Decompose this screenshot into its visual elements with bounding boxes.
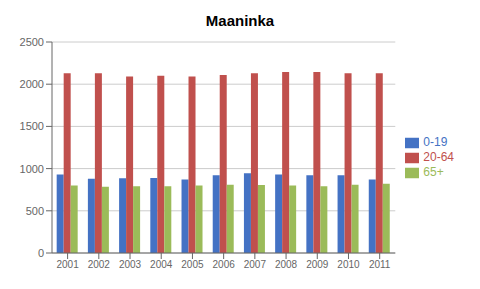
svg-text:2001: 2001 [56, 259, 79, 270]
svg-text:2008: 2008 [275, 259, 298, 270]
svg-text:2004: 2004 [150, 259, 173, 270]
svg-text:2002: 2002 [88, 259, 111, 270]
svg-text:2009: 2009 [306, 259, 329, 270]
svg-text:1000: 1000 [20, 163, 44, 175]
html-text:65+: 65+ [423, 164, 444, 179]
svg-text:2011: 2011 [369, 259, 391, 270]
svg-text:0: 0 [38, 247, 44, 259]
html-text:20-64: 20-64 [423, 150, 454, 165]
html-text:0-19: 0-19 [423, 135, 448, 150]
svg-text:2007: 2007 [244, 259, 267, 270]
svg-text:2006: 2006 [213, 259, 236, 270]
svg-text:2005: 2005 [181, 259, 204, 270]
svg-text:2000: 2000 [20, 78, 44, 90]
svg-text:1500: 1500 [20, 120, 44, 132]
svg-text:2500: 2500 [20, 36, 44, 48]
html-text:Maaninka: Maaninka [205, 12, 275, 29]
svg-text:500: 500 [26, 205, 44, 217]
svg-text:2003: 2003 [119, 259, 142, 270]
svg-text:2010: 2010 [337, 259, 360, 270]
